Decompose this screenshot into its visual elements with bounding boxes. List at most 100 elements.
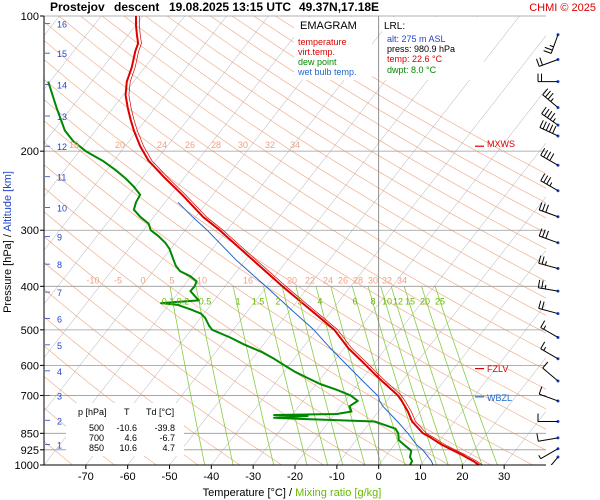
- y-tick-label: 200: [21, 146, 39, 158]
- adiabat-label: 34: [290, 140, 300, 150]
- isotherm: [252, 88, 546, 465]
- barb-shaft: [542, 367, 559, 382]
- barb-flag: [540, 341, 546, 350]
- legend-temperature: temperature: [298, 37, 347, 47]
- y-tick-label: 400: [21, 281, 39, 293]
- barb-flag: [545, 122, 551, 131]
- altitude-label: 8: [57, 260, 62, 270]
- mixing-ratio-label: 0.1: [162, 296, 175, 306]
- wind-barb: [543, 33, 560, 54]
- adiabat-label: 0: [140, 275, 145, 285]
- isotherm: [169, 16, 520, 465]
- adiabat-label: 24: [157, 140, 167, 150]
- barb-flag: [543, 50, 552, 54]
- barb-shaft: [539, 209, 559, 218]
- wind-barb: [537, 413, 560, 423]
- adiabat-label: 30: [238, 140, 248, 150]
- isotherm: [211, 35, 546, 465]
- x-tick-label: 20: [456, 471, 468, 483]
- barb-flag: [539, 57, 543, 66]
- x-tick-label: -20: [287, 471, 303, 483]
- barb-flag: [542, 361, 549, 369]
- isotherm: [85, 16, 437, 465]
- mixing-ratio-label: 1: [235, 296, 240, 306]
- wind-barb: [536, 57, 560, 67]
- barb-half-flag: [549, 182, 553, 187]
- barb-shaft: [540, 448, 559, 460]
- dry-adiabat: [58, 16, 546, 334]
- barb-flag: [549, 112, 556, 120]
- wind-barb: [540, 173, 560, 193]
- wind-barb: [540, 341, 560, 361]
- dry-adiabat: [80, 16, 546, 316]
- dry-adiabat: [123, 16, 546, 282]
- wind-barb: [542, 361, 560, 383]
- altitude-label: 16: [57, 20, 67, 30]
- table-row-p: 500: [89, 423, 104, 433]
- barb-flag: [543, 149, 549, 158]
- x-tick-label: -70: [78, 471, 94, 483]
- adiabat-label: -10: [86, 275, 99, 285]
- adiabat-label: 10: [197, 275, 207, 285]
- inline-labels: 15 20 24 26 28 30 32 34-10 -5 0 5 10 16 20 22 24 26 28 30 3…: [45, 20, 445, 450]
- barb-flag: [540, 148, 546, 156]
- barb-flag: [542, 203, 546, 212]
- barb-shaft: [540, 327, 559, 338]
- isotherm: [44, 16, 353, 412]
- isotherm: [44, 16, 311, 359]
- adiabat-label: 16: [243, 275, 253, 285]
- adiabat-label: 32: [382, 275, 392, 285]
- wind-barb: [537, 73, 560, 84]
- barb-flag: [542, 121, 547, 130]
- lrl-dwpt: dwpt: 8.0 °C: [387, 65, 437, 75]
- barb-flag: [537, 279, 541, 288]
- dry-adiabat: [188, 16, 546, 234]
- barb-flag: [547, 92, 554, 100]
- legend: EMAGRAM temperature virt.temp. dew point…: [294, 17, 372, 80]
- table-row-p: 700: [89, 433, 104, 443]
- barb-flag: [540, 173, 546, 181]
- barb-flag: [539, 120, 544, 128]
- table-row-p: 850: [89, 443, 104, 453]
- y-tick-label: 700: [21, 390, 39, 402]
- wind-barb: [542, 88, 560, 110]
- x-axis-title: Temperature [°C] / Mixing ratio [g/kg]: [203, 487, 382, 499]
- adiabat-label: 24: [323, 275, 333, 285]
- table-row-t: -10.6: [116, 423, 137, 433]
- y-tick-label: 850: [21, 428, 39, 440]
- mixing-ratio-label: 4: [317, 296, 322, 306]
- barb-shaft: [540, 154, 559, 166]
- series-lines: [47, 16, 483, 465]
- mixing-ratio-label: 0.2: [177, 296, 190, 306]
- isotherm: [294, 142, 546, 465]
- dry-adiabat: [101, 16, 546, 299]
- barb-flag: [538, 255, 542, 264]
- adiabat-label: -5: [114, 275, 122, 285]
- legend-virt-temp: virt.temp.: [298, 47, 335, 57]
- altitude-label: 13: [57, 112, 67, 122]
- barb-flag: [548, 124, 554, 133]
- lrl-temp: temp: 22.6 °C: [387, 54, 443, 64]
- lrl-title: LRL:: [384, 21, 405, 32]
- mixing-ratio-label: 1.5: [252, 296, 265, 306]
- mixing-ratio-label: 6: [352, 296, 357, 306]
- wind-barb: [550, 455, 560, 465]
- mixing-ratio-label: 2: [275, 296, 280, 306]
- mixing-ratio-label: 20: [420, 296, 430, 306]
- barb-flag: [545, 204, 549, 213]
- lrl-alt: alt: 275 m ASL: [387, 34, 446, 44]
- barb-flag: [549, 153, 555, 161]
- wind-barb: [538, 255, 560, 270]
- mixing-ratio-label: 3: [297, 296, 302, 306]
- lrl-press: press: 980.9 hPa: [387, 44, 455, 54]
- temperature-line: [124, 16, 480, 465]
- barb-shaft: [539, 393, 559, 402]
- barb-half-flag: [552, 118, 556, 122]
- barb-flag: [546, 110, 553, 118]
- altitude-label: 11: [57, 173, 66, 183]
- legend-title: EMAGRAM: [300, 20, 357, 32]
- barb-flag: [538, 228, 543, 237]
- wetbulb-line: [177, 201, 434, 465]
- wind-barb: [537, 279, 560, 293]
